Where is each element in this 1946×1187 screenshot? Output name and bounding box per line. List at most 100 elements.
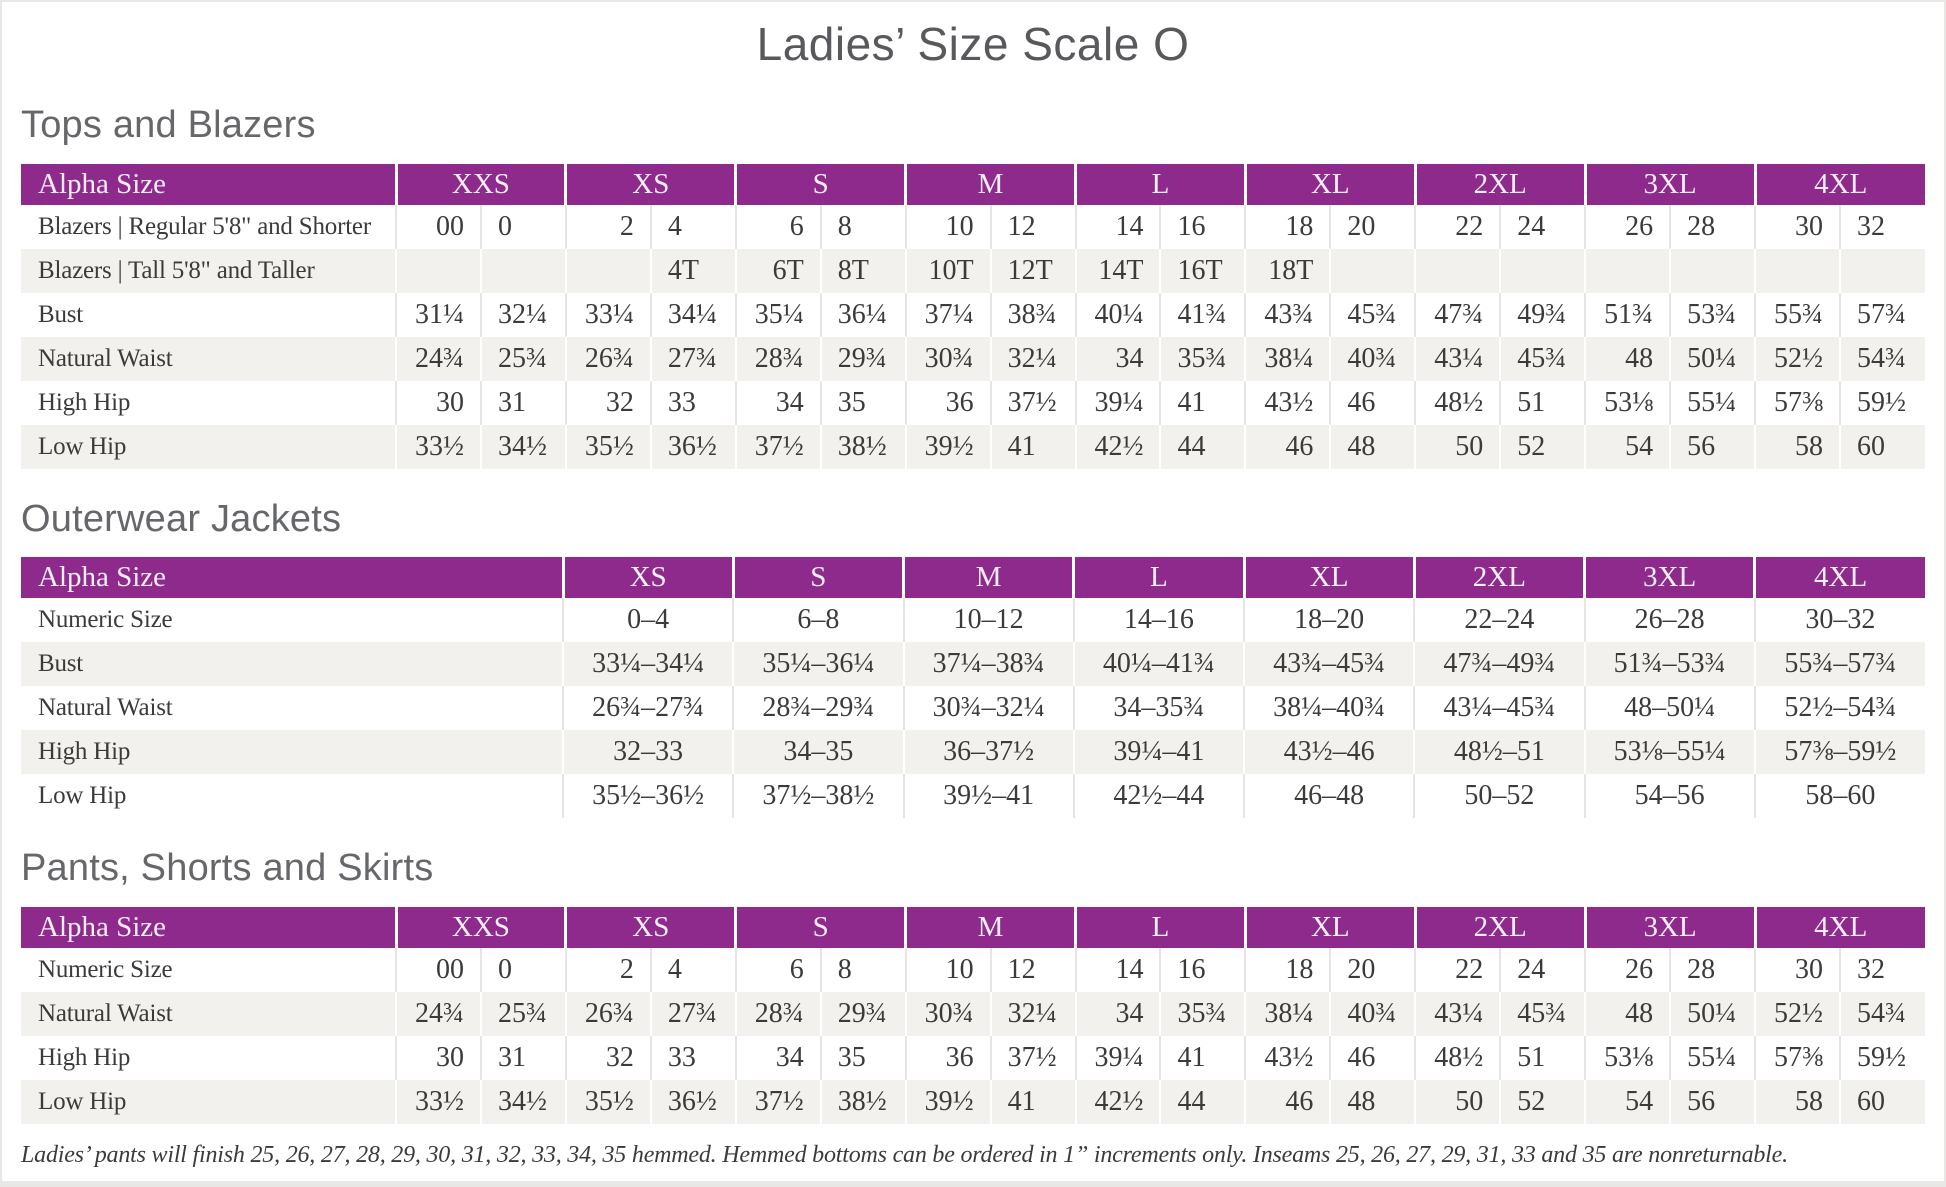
size-value-cell: 24	[1499, 204, 1586, 249]
page-title: Ladies’ Size Scale O	[756, 18, 1190, 70]
size-value-cell: 29¾	[819, 992, 906, 1037]
size-header-3xl: 3XL	[1583, 907, 1755, 949]
size-value-cell: 36	[904, 1036, 991, 1081]
table-row: High Hip 32–33 34–35 36–37½ 39¼–41 43½–46 48½–…	[21, 730, 1925, 775]
size-value-cell	[479, 248, 566, 293]
size-value-cell: 40¼	[1074, 292, 1161, 337]
size-value-cell: 56	[1669, 1080, 1755, 1125]
size-value-cell: 51¾–53¾	[1583, 642, 1755, 687]
tops-and-blazers-table: Alpha Size XXS XS S M L XL 2XL 3XL 4XL Blazers | R…	[21, 163, 1925, 469]
size-header-xs: XS	[561, 557, 734, 599]
size-value-cell: 22	[1414, 948, 1501, 993]
size-value-cell: 0–4	[561, 598, 734, 643]
size-value-cell: 33¼–34¼	[561, 642, 734, 687]
size-value-cell: 37½	[734, 424, 821, 469]
size-value-cell: 57⅜	[1754, 1036, 1840, 1081]
table-row: Natural Waist 26¾–27¾ 28¾–29¾ 30¾–32¼ 34–35¾…	[21, 686, 1925, 731]
size-value-cell: 41¾	[1159, 292, 1246, 337]
size-value-cell: 34½	[479, 1080, 566, 1125]
size-value-cell: 28	[1669, 948, 1755, 993]
size-value-cell: 28¾	[734, 992, 821, 1037]
size-header-l: L	[1072, 557, 1244, 599]
section-tops-and-blazers: Tops and Blazers Alpha Size XXS XS S M L XL 2XL…	[21, 104, 1925, 469]
size-value-cell: 30	[395, 1036, 481, 1081]
size-value-cell: 43¾–45¾	[1242, 642, 1415, 687]
size-value-cell: 59½	[1838, 1036, 1925, 1081]
size-value-cell: 29¾	[819, 336, 906, 381]
size-value-cell: 14T	[1074, 248, 1161, 293]
size-value-cell: 57⅜	[1754, 380, 1840, 425]
size-value-cell: 25¾	[479, 992, 566, 1037]
size-value-cell: 47¾	[1414, 292, 1501, 337]
size-value-cell: 54–56	[1583, 774, 1755, 819]
section-pants-shorts-skirts: Pants, Shorts and Skirts Alpha Size XXS XS…	[21, 848, 1925, 1125]
size-value-cell: 36¼	[819, 292, 906, 337]
hemming-footnote: Ladies’ pants will finish 25, 26, 27, 28…	[21, 1142, 1788, 1169]
size-value-cell: 48	[1584, 336, 1671, 381]
size-value-cell: 34¼	[649, 292, 736, 337]
size-value-cell: 50¼	[1669, 336, 1755, 381]
size-value-cell: 53¾	[1669, 292, 1755, 337]
size-value-cell: 32	[1838, 204, 1925, 249]
size-value-cell: 52½–54¾	[1753, 686, 1925, 731]
size-value-cell: 58–60	[1753, 774, 1925, 819]
size-value-cell: 18–20	[1242, 598, 1415, 643]
size-value-cell: 57¾	[1838, 292, 1925, 337]
table-row: Bust 31¼ 32¼ 33¼ 34¼ 35¼ 36¼ 37¼ 38¾ 40¼ 41¾ 43¾ 45¾…	[21, 292, 1925, 337]
size-value-cell: 32	[564, 380, 651, 425]
size-header-xxs: XXS	[394, 163, 566, 205]
size-value-cell: 22–24	[1413, 598, 1585, 643]
size-value-cell: 34½	[479, 424, 566, 469]
size-value-cell: 42½	[1074, 424, 1161, 469]
size-value-cell: 10–12	[902, 598, 1074, 643]
row-label: High Hip	[38, 738, 131, 766]
size-value-cell: 52½	[1754, 336, 1840, 381]
section-outerwear-jackets: Outerwear Jackets Alpha Size XS S M L XL 2XL 3X…	[21, 498, 1925, 819]
size-value-cell: 37¼–38¾	[902, 642, 1074, 687]
alpha-size-header: Alpha Size	[21, 907, 396, 949]
size-value-cell: 26¾	[564, 992, 651, 1037]
size-value-cell	[1499, 248, 1586, 293]
size-value-cell: 24¾	[395, 336, 481, 381]
size-value-cell: 14–16	[1072, 598, 1244, 643]
size-header-4xl: 4XL	[1753, 907, 1925, 949]
size-value-cell: 33½	[395, 424, 481, 469]
size-header-2xl: 2XL	[1413, 163, 1586, 205]
size-header-3xl: 3XL	[1582, 557, 1755, 599]
size-value-cell: 43¾	[1244, 292, 1331, 337]
size-value-cell: 27¾	[649, 992, 736, 1037]
size-value-cell: 59½	[1838, 380, 1925, 425]
size-value-cell: 14	[1074, 204, 1161, 249]
size-value-cell: 50	[1414, 1080, 1501, 1125]
size-value-cell: 0	[479, 948, 566, 993]
size-value-cell: 31	[479, 1036, 566, 1081]
size-header-3xl: 3XL	[1583, 163, 1755, 205]
size-value-cell: 4	[649, 204, 736, 249]
size-value-cell: 51	[1499, 1036, 1586, 1081]
size-value-cell: 16T	[1159, 248, 1246, 293]
size-value-cell: 28¾–29¾	[732, 686, 904, 731]
size-value-cell: 14	[1074, 948, 1161, 993]
size-value-cell: 41	[989, 424, 1076, 469]
size-header-xl: XL	[1242, 557, 1415, 599]
size-value-cell: 30	[395, 380, 481, 425]
size-value-cell: 41	[1159, 1036, 1246, 1081]
size-value-cell: 39¼	[1074, 380, 1161, 425]
size-value-cell: 41	[1159, 380, 1246, 425]
size-value-cell: 53⅛–55¼	[1583, 730, 1755, 775]
size-value-cell: 52	[1499, 1080, 1586, 1125]
size-value-cell: 36	[904, 380, 991, 425]
size-value-cell: 12T	[989, 248, 1076, 293]
size-value-cell: 33¼	[564, 292, 651, 337]
size-value-cell: 53⅛	[1584, 1036, 1671, 1081]
size-value-cell: 48½	[1414, 1036, 1501, 1081]
size-header-l: L	[1074, 907, 1246, 949]
size-header-m: M	[901, 557, 1074, 599]
alpha-size-header: Alpha Size	[21, 557, 563, 599]
size-value-cell: 30–32	[1753, 598, 1925, 643]
size-value-cell: 12	[989, 948, 1076, 993]
size-value-cell	[1414, 248, 1501, 293]
size-value-cell: 26–28	[1583, 598, 1755, 643]
size-value-cell: 6T	[734, 248, 821, 293]
